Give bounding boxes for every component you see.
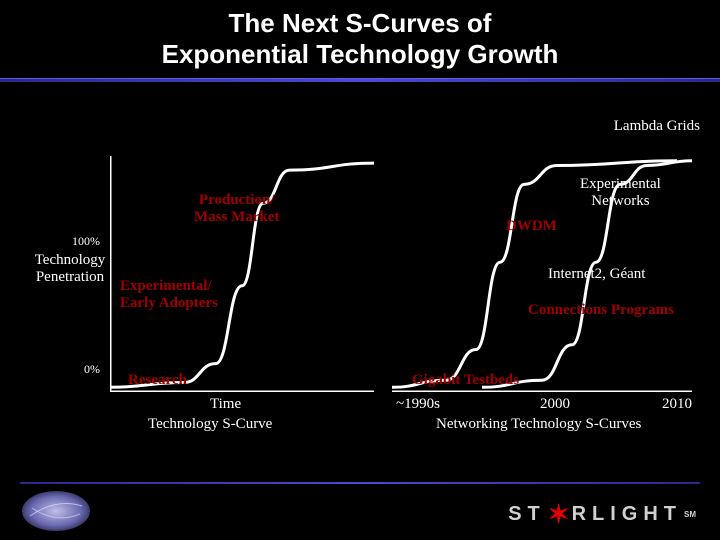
y-axis-label: TechnologyPenetration [30, 252, 110, 286]
title-line-2: Exponential Technology Growth [162, 39, 559, 69]
left-chart-caption: Technology S-Curve [148, 416, 272, 433]
slide: The Next S-Curves of Exponential Technol… [0, 0, 720, 540]
xlabel-2000: 2000 [540, 396, 570, 413]
footer-divider [20, 482, 700, 484]
label-gigabit: Gigabit Testbeds [412, 372, 519, 389]
label-experimental: Experimental/Early Adopters [120, 278, 218, 312]
label-100pct: 100% [72, 234, 100, 249]
logo-text-right: RLIGHT [572, 503, 682, 526]
label-production: Production/Mass Market [194, 192, 279, 226]
logo-sm: SM [684, 510, 696, 519]
label-connections: Connections Programs [528, 302, 674, 319]
star-icon: ✶ [548, 499, 570, 530]
xlabel-1990s: ~1990s [396, 396, 440, 413]
swirl-logo-icon [20, 488, 92, 534]
slide-title: The Next S-Curves of Exponential Technol… [0, 8, 720, 70]
label-lambda-grids: Lambda Grids [564, 118, 700, 135]
title-underline [0, 78, 720, 82]
right-chart-caption: Networking Technology S-Curves [436, 416, 641, 433]
label-0pct: 0% [84, 362, 100, 377]
logo-text-left: ST [508, 503, 546, 526]
starlight-logo: ST ✶ RLIGHT SM [508, 499, 696, 530]
xlabel-2010: 2010 [662, 396, 692, 413]
title-line-1: The Next S-Curves of [229, 8, 492, 38]
x-axis-label-time: Time [210, 396, 241, 413]
label-research: Research [128, 372, 187, 389]
label-dwdm: DWDM [506, 218, 557, 235]
label-experimental-networks: ExperimentalNetworks [580, 176, 661, 210]
label-internet2: Internet2, Géant [548, 266, 645, 283]
